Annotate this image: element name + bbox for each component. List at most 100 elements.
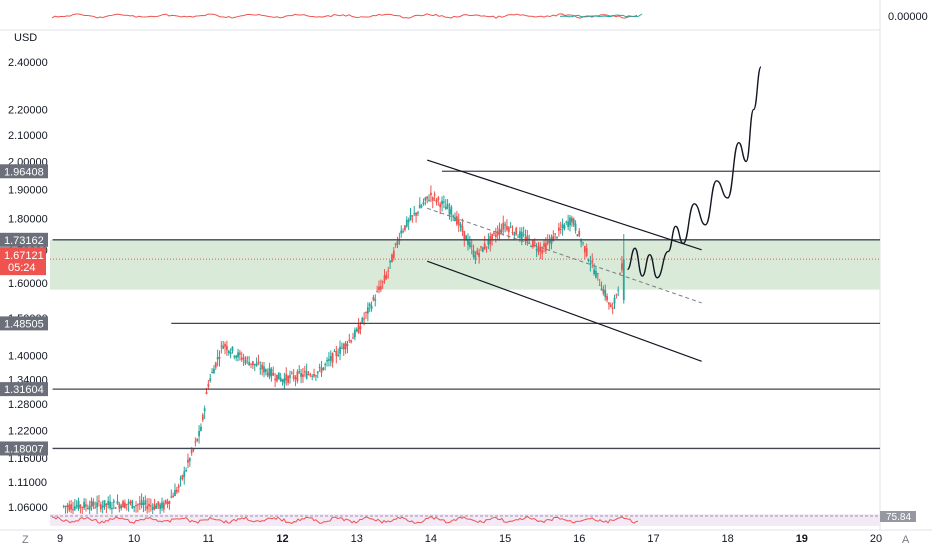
bottom-indicator-pane: 75.84 bbox=[50, 511, 916, 526]
channel-middle-line[interactable] bbox=[427, 207, 702, 304]
candle-body bbox=[290, 372, 293, 374]
top-oscillator-line-2 bbox=[559, 13, 643, 18]
candle-body bbox=[426, 196, 429, 199]
candle-body bbox=[422, 202, 425, 205]
horizontal-levels[interactable] bbox=[52, 170, 880, 450]
candle-body bbox=[64, 506, 67, 508]
current-price-tag: 1.67121 05:24 bbox=[0, 247, 46, 276]
y-tick-label: 1.40000 bbox=[8, 350, 48, 362]
candle-body bbox=[543, 243, 545, 247]
candle-body bbox=[535, 249, 538, 251]
candle-body bbox=[428, 199, 430, 201]
candle-body bbox=[546, 241, 549, 244]
candle-body bbox=[187, 459, 189, 463]
candle-body bbox=[303, 371, 306, 373]
candle-body bbox=[413, 213, 416, 215]
candle-body bbox=[294, 377, 297, 379]
descending-channel[interactable] bbox=[426, 159, 702, 362]
candle-body bbox=[166, 501, 169, 505]
candle-body bbox=[530, 246, 532, 248]
top-indicator-pane: 0.00000 bbox=[0, 0, 928, 30]
candle-body bbox=[322, 367, 325, 370]
candle-body bbox=[554, 233, 557, 235]
level-tag-label: 1.18007 bbox=[4, 443, 44, 455]
candle-body bbox=[383, 275, 386, 281]
candle-body bbox=[496, 231, 499, 236]
candle-body bbox=[200, 426, 202, 431]
candle-body bbox=[192, 448, 195, 450]
auto-scale-button[interactable]: A bbox=[902, 534, 910, 546]
candle-body bbox=[387, 270, 390, 272]
candle-body bbox=[183, 471, 186, 477]
y-tick-label: 1.28000 bbox=[8, 399, 48, 411]
x-tick-label: 11 bbox=[203, 533, 214, 545]
y-tick-label: 1.16000 bbox=[8, 453, 48, 465]
candle-body bbox=[585, 247, 588, 256]
candle-body bbox=[315, 375, 317, 377]
candle-body bbox=[237, 352, 239, 358]
candle-body bbox=[305, 371, 308, 379]
candle-body bbox=[302, 374, 304, 377]
candle-body bbox=[101, 505, 104, 508]
candle-body bbox=[437, 197, 440, 200]
candle-body bbox=[309, 374, 312, 376]
candle-body bbox=[77, 500, 80, 509]
candle-body bbox=[454, 217, 456, 222]
candle-body bbox=[233, 356, 236, 358]
candle-body bbox=[122, 501, 124, 508]
candle-body bbox=[224, 344, 226, 347]
candle-body bbox=[240, 357, 243, 360]
auto-button-label[interactable]: A bbox=[902, 534, 910, 546]
candle-body bbox=[455, 216, 458, 225]
candle-body bbox=[487, 239, 490, 245]
candle-body bbox=[446, 204, 449, 209]
candle-body bbox=[513, 232, 516, 236]
candle-body bbox=[335, 351, 338, 357]
candle-body bbox=[81, 507, 84, 509]
candle-body bbox=[190, 449, 193, 454]
candle-body bbox=[506, 226, 508, 230]
candle-body bbox=[246, 357, 249, 359]
candle-body bbox=[281, 379, 284, 382]
candle-body bbox=[268, 367, 271, 378]
candle-body bbox=[62, 505, 65, 507]
candle-body bbox=[470, 245, 473, 247]
candle-body bbox=[457, 218, 460, 225]
candle-body bbox=[274, 378, 277, 381]
candle-body bbox=[111, 507, 113, 510]
candle-body bbox=[491, 233, 494, 239]
candle-body bbox=[355, 328, 358, 332]
candle-body bbox=[127, 501, 130, 505]
candle-body bbox=[587, 259, 590, 262]
x-tick-label: 20 bbox=[870, 533, 882, 545]
candle-body bbox=[572, 218, 575, 225]
candle-body bbox=[559, 228, 562, 230]
candle-body bbox=[405, 219, 408, 227]
candle-body bbox=[582, 242, 584, 244]
y-tick-label: 2.20000 bbox=[8, 105, 48, 117]
support-resistance-zone[interactable] bbox=[50, 239, 880, 290]
candle-body bbox=[142, 502, 145, 505]
candle-body bbox=[261, 364, 264, 370]
scale-zoom-button[interactable]: Z bbox=[22, 534, 29, 546]
candle-body bbox=[417, 212, 419, 214]
candle-body bbox=[75, 505, 78, 507]
candle-body bbox=[172, 495, 175, 498]
candle-body bbox=[194, 441, 197, 443]
channel-upper-line[interactable] bbox=[427, 159, 702, 251]
candle-body bbox=[556, 237, 558, 239]
candle-body bbox=[125, 503, 128, 505]
candle-body bbox=[175, 489, 178, 493]
projection-path[interactable] bbox=[627, 66, 762, 279]
candle-body bbox=[385, 274, 388, 279]
candle-body bbox=[153, 504, 156, 510]
candle-body bbox=[424, 197, 427, 201]
level-tag-box bbox=[0, 382, 48, 397]
candle-body bbox=[188, 458, 191, 462]
candle-body bbox=[320, 368, 323, 373]
candle-body bbox=[522, 234, 525, 236]
zoom-button-label[interactable]: Z bbox=[22, 534, 29, 546]
candle-body bbox=[474, 255, 477, 260]
channel-lower-line[interactable] bbox=[426, 260, 702, 362]
